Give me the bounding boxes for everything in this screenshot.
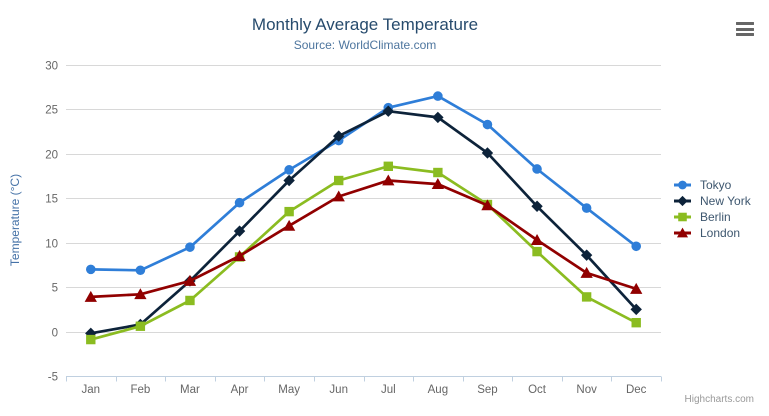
data-point-marker[interactable] xyxy=(580,249,593,261)
x-axis-label: Mar xyxy=(180,384,200,396)
x-axis-label: May xyxy=(278,384,300,396)
legend-label: London xyxy=(700,226,741,240)
data-point-marker[interactable] xyxy=(532,164,542,174)
data-point-marker[interactable] xyxy=(581,292,592,302)
x-axis-label: Sep xyxy=(477,384,497,396)
data-point-marker[interactable] xyxy=(333,130,345,142)
y-axis-label: 30 xyxy=(45,61,58,73)
chart-title: Monthly Average Temperature xyxy=(251,15,479,34)
data-point-marker[interactable] xyxy=(581,203,592,213)
data-point-marker[interactable] xyxy=(234,197,245,208)
series-line-new-york[interactable] xyxy=(89,109,638,335)
legend-item-tokyo[interactable]: Tokyo xyxy=(674,177,751,193)
x-axis-label: Apr xyxy=(231,384,249,396)
legend-item-london[interactable]: London xyxy=(674,225,751,241)
data-point-marker[interactable] xyxy=(630,282,643,294)
x-axis-label: Oct xyxy=(528,384,547,396)
data-point-marker[interactable] xyxy=(532,246,542,257)
data-point-marker[interactable] xyxy=(183,274,197,286)
legend-label: Berlin xyxy=(700,210,731,224)
data-point-marker[interactable] xyxy=(85,264,96,275)
data-point-marker[interactable] xyxy=(678,180,687,190)
data-point-marker[interactable] xyxy=(631,317,641,328)
data-point-marker[interactable] xyxy=(185,242,195,252)
data-point-marker[interactable] xyxy=(678,212,687,222)
data-point-marker[interactable] xyxy=(134,288,147,300)
data-point-marker[interactable] xyxy=(84,290,97,302)
data-point-marker[interactable] xyxy=(431,178,445,189)
x-axis-label: Jan xyxy=(82,384,101,396)
x-axis-label: Dec xyxy=(626,384,647,396)
data-point-marker[interactable] xyxy=(135,321,146,331)
y-axis-label: 0 xyxy=(52,328,58,340)
data-point-marker[interactable] xyxy=(630,303,642,316)
data-point-marker[interactable] xyxy=(86,334,96,345)
data-point-marker[interactable] xyxy=(383,161,393,171)
legend-label: Tokyo xyxy=(700,178,732,192)
legend-symbol-circle-icon xyxy=(674,180,691,190)
x-axis-label: Nov xyxy=(576,384,597,396)
data-point-marker[interactable] xyxy=(334,175,344,186)
data-point-marker[interactable] xyxy=(433,167,443,178)
y-axis-label: 15 xyxy=(45,194,58,206)
legend-item-berlin[interactable]: Berlin xyxy=(674,209,751,225)
data-point-marker[interactable] xyxy=(433,91,443,101)
data-point-marker[interactable] xyxy=(382,174,395,186)
x-axis-label: Feb xyxy=(130,384,150,396)
chart-subtitle: Source: WorldClimate.com xyxy=(293,38,437,52)
data-point-marker[interactable] xyxy=(482,119,493,130)
y-axis-label: -5 xyxy=(48,372,58,384)
hamburger-icon xyxy=(736,22,754,25)
legend-item-new-york[interactable]: New York xyxy=(674,193,751,209)
data-point-marker[interactable] xyxy=(531,200,543,212)
x-axis-label: Jun xyxy=(329,384,348,396)
legend-symbol-diamond-icon xyxy=(674,195,691,207)
data-point-marker[interactable] xyxy=(530,234,544,245)
series-line-berlin[interactable] xyxy=(89,164,638,341)
data-point-marker[interactable] xyxy=(135,265,146,276)
context-menu-button[interactable] xyxy=(736,22,754,37)
data-point-marker[interactable] xyxy=(481,147,494,159)
legend-symbol-triangle-icon xyxy=(674,227,691,238)
data-point-marker[interactable] xyxy=(282,219,296,231)
data-point-marker[interactable] xyxy=(382,105,394,117)
y-axis-label: 10 xyxy=(45,239,58,251)
series-line-london[interactable] xyxy=(89,179,638,299)
legend: Tokyo New York Berlin London xyxy=(674,177,751,241)
data-point-marker[interactable] xyxy=(283,174,295,187)
y-axis-label: 25 xyxy=(45,105,58,117)
credits-link[interactable]: Highcharts.com xyxy=(684,394,754,405)
data-point-marker[interactable] xyxy=(631,241,642,252)
y-axis-label: 20 xyxy=(45,150,58,162)
x-axis-label: Jul xyxy=(381,384,396,396)
data-point-marker[interactable] xyxy=(284,206,294,217)
data-point-marker[interactable] xyxy=(432,111,444,124)
data-point-marker[interactable] xyxy=(580,266,593,278)
legend-label: New York xyxy=(700,194,751,208)
data-point-marker[interactable] xyxy=(185,295,195,306)
data-point-marker[interactable] xyxy=(233,225,246,237)
data-point-marker[interactable] xyxy=(332,190,345,202)
data-point-marker[interactable] xyxy=(677,195,688,207)
x-axis-label: Aug xyxy=(428,384,448,396)
data-point-marker[interactable] xyxy=(481,199,494,211)
data-point-marker[interactable] xyxy=(233,250,246,261)
data-point-marker[interactable] xyxy=(676,227,689,238)
data-point-marker[interactable] xyxy=(284,165,294,175)
legend-symbol-square-icon xyxy=(674,212,691,222)
y-axis-label: 5 xyxy=(52,283,58,295)
